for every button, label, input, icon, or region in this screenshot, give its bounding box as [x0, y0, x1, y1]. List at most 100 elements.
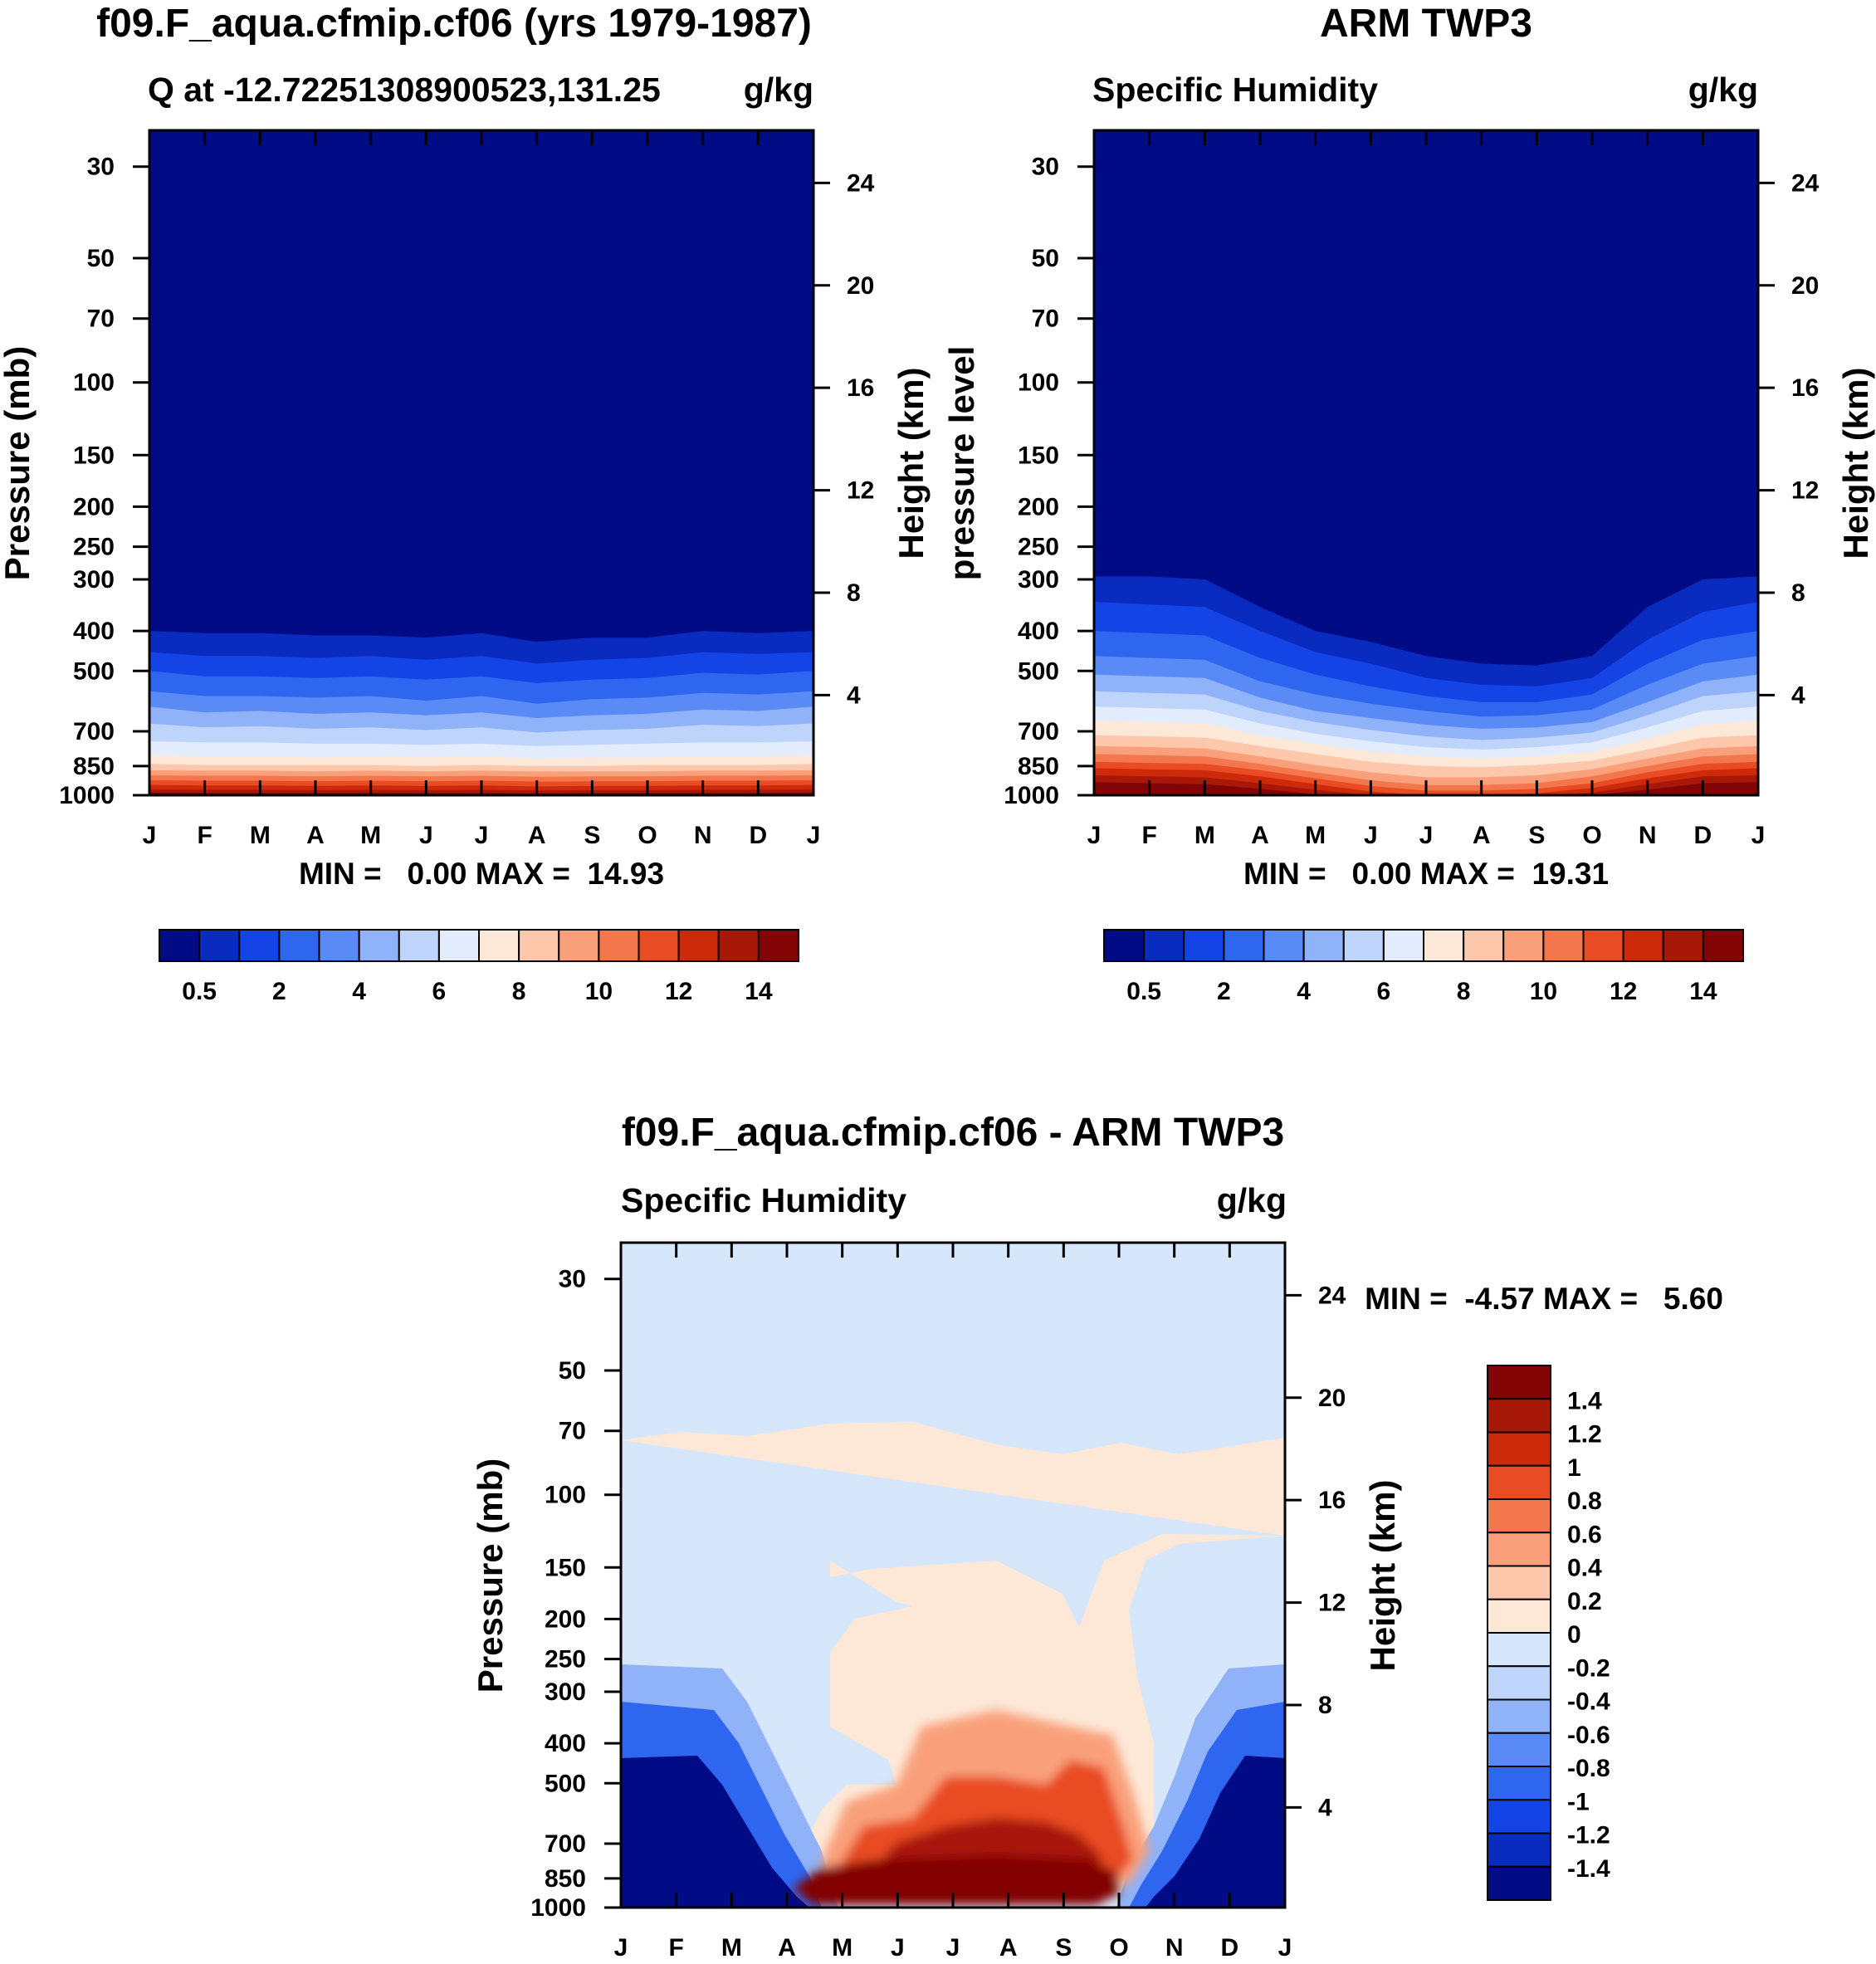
colorbar-swatch [677, 929, 720, 962]
colorbar-label: 2 [1217, 978, 1231, 1005]
y-tick-label: 30 [87, 154, 115, 181]
y-tick-label: 50 [87, 245, 115, 272]
colorbar-swatch [1463, 929, 1505, 962]
region-positive-lower-4 [793, 1855, 1121, 1905]
x-tick-label: S [1055, 1934, 1072, 1962]
y-tick-label: 150 [545, 1554, 586, 1581]
y-tick-label: 250 [1018, 534, 1059, 561]
y-tick-label: 70 [1032, 305, 1059, 333]
colorbar-label: 6 [432, 978, 447, 1005]
colorbar-swatch [598, 929, 640, 962]
x-tick-label: M [250, 822, 271, 849]
y-tick-label: 1000 [59, 782, 115, 809]
x-tick-label: F [198, 822, 213, 849]
y-right-tick-label: 20 [847, 272, 874, 300]
y-tick-label: 200 [1018, 493, 1059, 520]
x-tick-label: A [528, 822, 546, 849]
y-right-tick-label: 12 [847, 477, 874, 505]
colorbar-label: 1.4 [1567, 1387, 1602, 1414]
colorbar-label: -0.2 [1567, 1654, 1610, 1682]
colorbar-swatch [717, 929, 760, 962]
colorbar-label: 8 [1457, 978, 1471, 1005]
y-tick-label: 700 [73, 718, 115, 745]
colorbar-label: 1 [1567, 1454, 1581, 1482]
y-tick-label: 850 [545, 1865, 586, 1893]
colorbar-swatch [1487, 1766, 1551, 1801]
colorbar-swatch [1662, 929, 1704, 962]
y-tick-label: 100 [73, 369, 115, 397]
colorbar-swatch [1487, 1365, 1551, 1400]
colorbar-label: 10 [585, 978, 613, 1005]
colorbar-swatch [1542, 929, 1585, 962]
colorbar-label: 10 [1530, 978, 1557, 1005]
y-tick-label: 150 [1018, 442, 1059, 469]
panel-title: f09.F_aqua.cfmip.cf06 (yrs 1979-1987) [96, 2, 812, 46]
y-right-tick-label: 16 [1791, 374, 1819, 402]
x-tick-label: N [1165, 1934, 1184, 1962]
x-tick-label: S [1528, 822, 1545, 849]
colorbar-swatch [1183, 929, 1225, 962]
colorbar: 0.5 2 4 6 8 10 12 14 [1103, 929, 1744, 1005]
y-axis-label-right: Height (km) [892, 368, 931, 559]
region-positive-upper [621, 1422, 1285, 1859]
region-negative-right-3 [1146, 1756, 1285, 1908]
colorbar-label: -1.2 [1567, 1822, 1610, 1849]
colorbar-swatch [1487, 1598, 1551, 1634]
panel-model: f09.F_aqua.cfmip.cf06 (yrs 1979-1987) Q … [0, 2, 931, 1005]
x-tick-label: M [832, 1934, 853, 1962]
colorbar-label: 0.6 [1567, 1521, 1602, 1548]
y-tick-label: 30 [559, 1266, 586, 1293]
y-right-tick-label: 8 [1318, 1692, 1332, 1719]
colorbar-swatch [1223, 929, 1265, 962]
x-tick-label: A [999, 1934, 1018, 1962]
colorbar-swatch [1582, 929, 1624, 962]
colorbar-swatch [1263, 929, 1305, 962]
y-tick-label: 300 [73, 566, 115, 594]
x-tick-label: S [584, 822, 600, 849]
x-tick-label: J [891, 1934, 905, 1962]
y-tick-label: 1000 [530, 1894, 586, 1922]
colorbar-swatch [278, 929, 320, 962]
y-tick-label: 700 [545, 1830, 586, 1858]
colorbar-swatch [1487, 1565, 1551, 1600]
colorbar-label: 4 [1297, 978, 1311, 1005]
colorbar-label: 4 [352, 978, 366, 1005]
y-tick-label: 200 [73, 493, 115, 520]
axes: J F M A M J J A S O N D J 30 50 70 100 150 200 250 300 400 500… [59, 130, 875, 849]
colorbar-label: 0.5 [182, 978, 217, 1005]
colorbar-swatch [1487, 1532, 1551, 1567]
x-tick-label: F [1142, 822, 1157, 849]
colorbar-label: -1.4 [1567, 1855, 1610, 1883]
x-tick-label: J [1419, 822, 1434, 849]
y-tick-label: 250 [545, 1646, 586, 1673]
colorbar-label: 0.5 [1126, 978, 1161, 1005]
y-tick-label: 500 [545, 1770, 586, 1797]
y-tick-label: 100 [1018, 369, 1059, 397]
panel-subtitle-left: Q at -12.72251308900523,131.25 [148, 71, 661, 109]
colorbar: 0.5 2 4 6 8 10 12 14 [159, 929, 799, 1005]
y-tick-label: 50 [1032, 245, 1059, 272]
colorbar-label: 1.2 [1567, 1421, 1602, 1449]
panel-subtitle-right: g/kg [1217, 1181, 1287, 1219]
colorbar-swatch [1487, 1431, 1551, 1467]
y-right-tick-label: 20 [1791, 272, 1819, 300]
y-tick-label: 700 [1018, 718, 1059, 745]
plot-area [149, 130, 813, 795]
x-tick-label: O [1109, 1934, 1128, 1962]
colorbar-label: 2 [272, 978, 286, 1005]
colorbar-label: -0.8 [1567, 1755, 1610, 1782]
colorbar-swatch [198, 929, 241, 962]
colorbar-label: 8 [512, 978, 526, 1005]
y-tick-label: 250 [73, 534, 115, 561]
y-right-tick-label: 4 [1791, 682, 1805, 709]
y-tick-label: 1000 [1004, 782, 1059, 809]
x-tick-label: O [638, 822, 657, 849]
x-tick-label: M [1305, 822, 1326, 849]
colorbar-label: 12 [665, 978, 692, 1005]
axes: J F M A M J J A S O N D J 30 50 70 100 150 200 250 300 400 500… [530, 1243, 1346, 1962]
colorbar-label: -0.4 [1567, 1688, 1610, 1716]
colorbar-swatch [1143, 929, 1185, 962]
panel-subtitle-left: Specific Humidity [621, 1181, 906, 1219]
x-tick-label: M [360, 822, 381, 849]
